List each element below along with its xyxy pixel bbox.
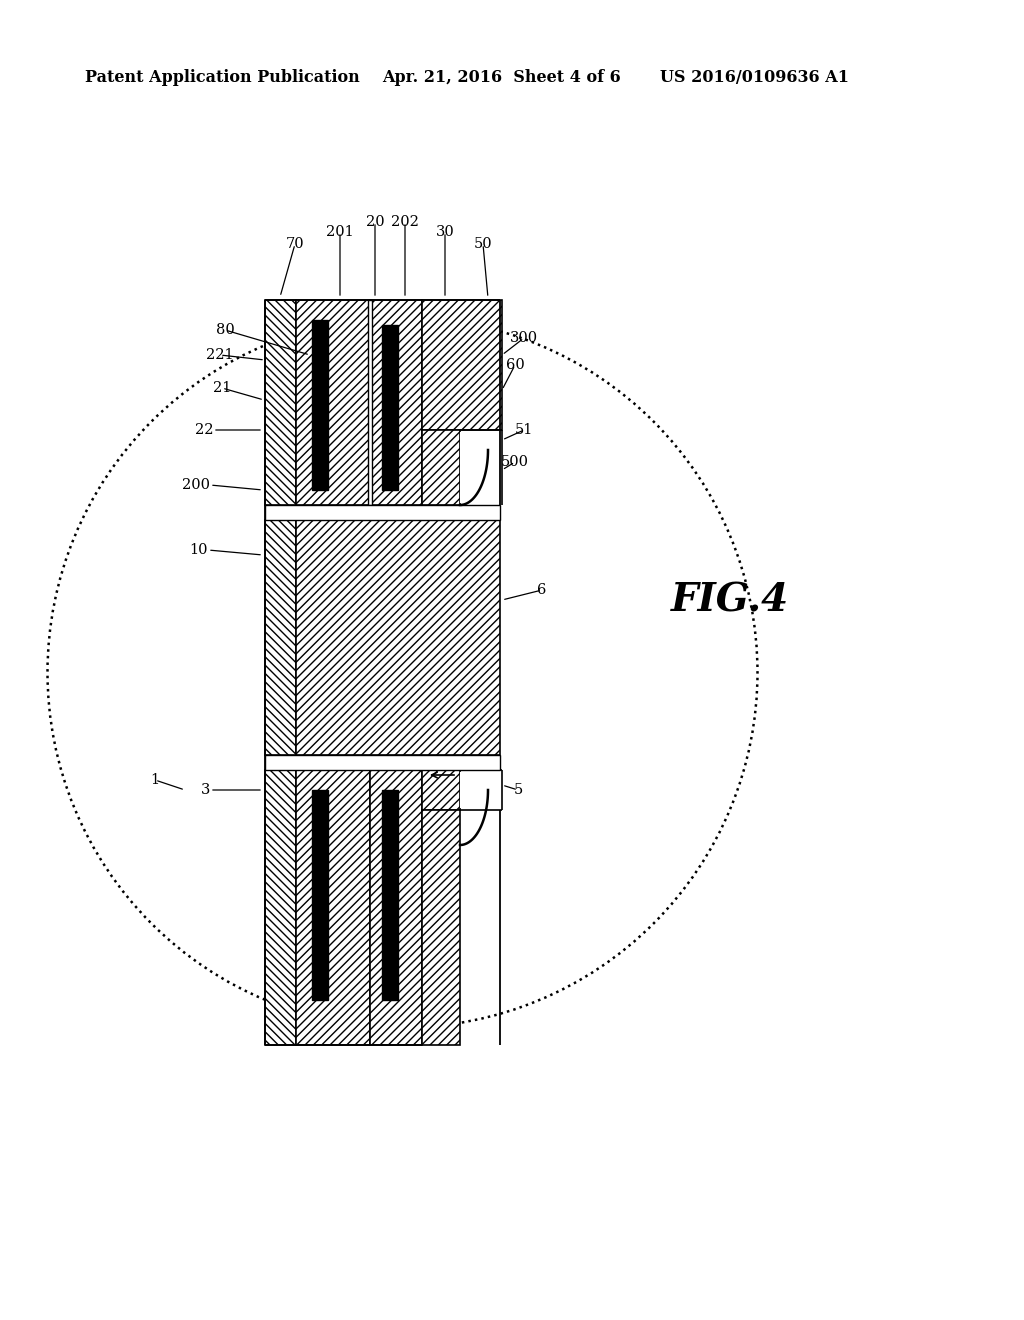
Bar bbox=[265, 520, 296, 755]
Text: Patent Application Publication: Patent Application Publication bbox=[85, 70, 359, 87]
Bar bbox=[296, 770, 370, 1045]
Text: 22: 22 bbox=[195, 422, 213, 437]
Bar bbox=[265, 770, 296, 1045]
Bar bbox=[312, 319, 328, 490]
Text: 6: 6 bbox=[538, 583, 547, 597]
Text: 10: 10 bbox=[189, 543, 208, 557]
Text: 1: 1 bbox=[151, 774, 160, 787]
Bar bbox=[265, 506, 500, 520]
Text: 202: 202 bbox=[391, 215, 419, 228]
Text: 21: 21 bbox=[213, 381, 231, 395]
Text: 70: 70 bbox=[286, 238, 304, 251]
Bar bbox=[422, 810, 460, 1045]
Bar bbox=[296, 300, 370, 506]
Bar bbox=[422, 300, 502, 430]
Text: 221: 221 bbox=[206, 348, 233, 362]
Text: 50: 50 bbox=[474, 238, 493, 251]
Bar bbox=[296, 520, 500, 755]
Bar bbox=[382, 325, 398, 490]
Text: 5: 5 bbox=[513, 783, 522, 797]
Bar bbox=[312, 789, 328, 1001]
Text: US 2016/0109636 A1: US 2016/0109636 A1 bbox=[660, 70, 849, 87]
Text: 201: 201 bbox=[326, 224, 354, 239]
Text: 300: 300 bbox=[510, 331, 538, 345]
Text: 500: 500 bbox=[501, 455, 529, 469]
Bar bbox=[460, 432, 500, 503]
Bar bbox=[265, 300, 296, 506]
Bar bbox=[265, 755, 500, 770]
Text: 200: 200 bbox=[182, 478, 210, 492]
Text: 51: 51 bbox=[515, 422, 534, 437]
Text: 20: 20 bbox=[366, 215, 384, 228]
Text: 3: 3 bbox=[201, 783, 210, 797]
Bar bbox=[370, 300, 422, 506]
Bar bbox=[368, 300, 372, 506]
Bar bbox=[382, 789, 398, 1001]
Text: 60: 60 bbox=[506, 358, 524, 372]
Text: 80: 80 bbox=[216, 323, 234, 337]
Text: FIG.4: FIG.4 bbox=[671, 581, 790, 619]
Text: 30: 30 bbox=[435, 224, 455, 239]
Bar bbox=[370, 770, 422, 1045]
Text: Apr. 21, 2016  Sheet 4 of 6: Apr. 21, 2016 Sheet 4 of 6 bbox=[382, 70, 621, 87]
Bar bbox=[422, 770, 460, 810]
Bar bbox=[422, 430, 460, 506]
Bar bbox=[460, 772, 500, 808]
